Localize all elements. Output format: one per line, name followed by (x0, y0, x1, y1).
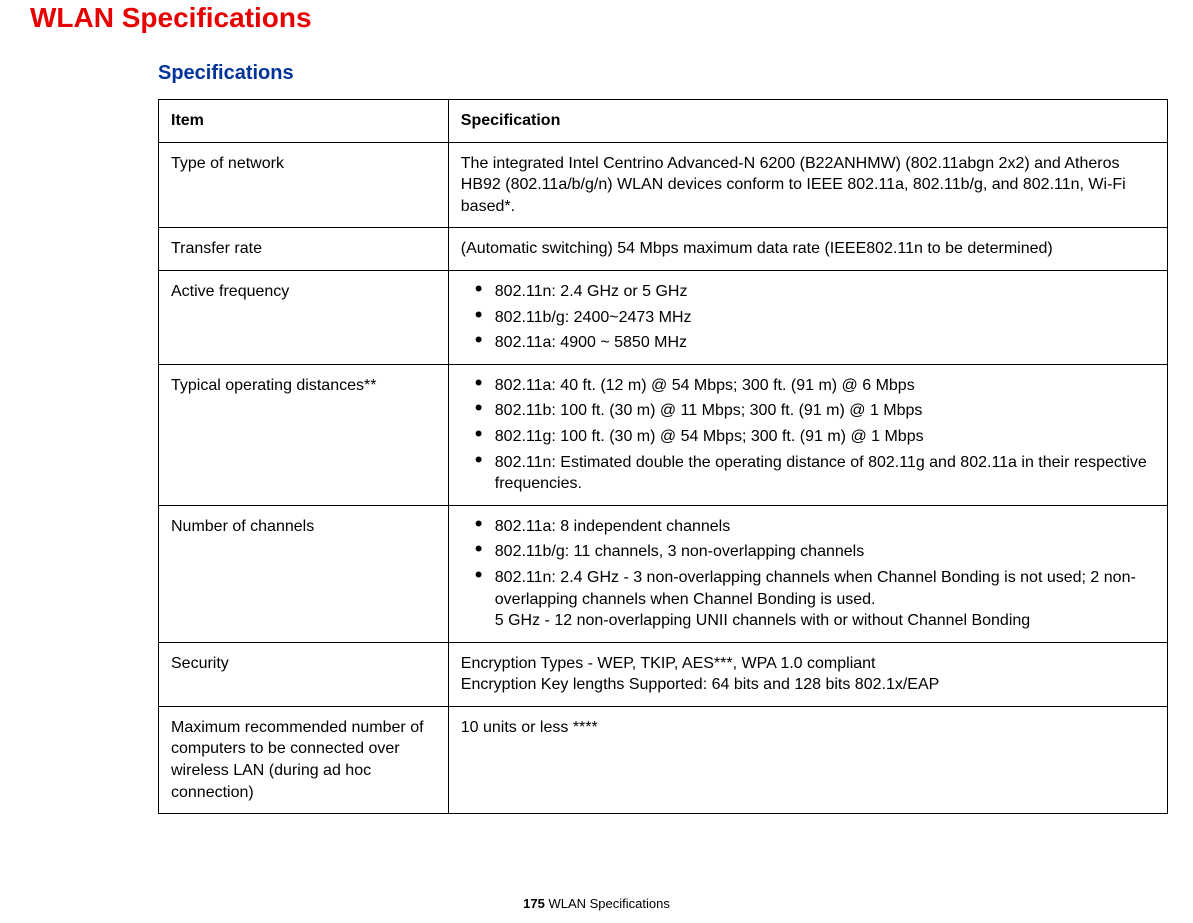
column-header-specification: Specification (448, 100, 1167, 143)
cell-item: Type of network (159, 142, 449, 228)
bullet-item: 802.11n: 2.4 GHz - 3 non-overlapping cha… (461, 567, 1155, 632)
cell-specification: 802.11n: 2.4 GHz or 5 GHz 802.11b/g: 2400… (448, 270, 1167, 364)
table-row: Type of networkThe integrated Intel Cent… (159, 142, 1168, 228)
cell-item: Maximum recommended number of computers … (159, 706, 449, 813)
cell-specification: The integrated Intel Centrino Advanced-N… (448, 142, 1167, 228)
cell-item: Number of channels (159, 505, 449, 642)
cell-specification: 802.11a: 8 independent channels 802.11b/g… (448, 505, 1167, 642)
main-title: WLAN Specifications (30, 2, 1163, 34)
footer-section: WLAN Specifications (545, 896, 670, 911)
bullet-item: 802.11a: 8 independent channels (461, 516, 1155, 538)
cell-specification: Encryption Types - WEP, TKIP, AES***, WP… (448, 642, 1167, 706)
cell-item: Typical operating distances** (159, 364, 449, 505)
table-row: SecurityEncryption Types - WEP, TKIP, AE… (159, 642, 1168, 706)
bullet-item: 802.11n: Estimated double the operating … (461, 452, 1155, 495)
page-footer: 175 WLAN Specifications (0, 896, 1193, 911)
bullet-item: 802.11b/g: 11 channels, 3 non-overlappin… (461, 541, 1155, 563)
bullet-list: 802.11a: 40 ft. (12 m) @ 54 Mbps; 300 ft… (461, 375, 1155, 495)
sub-title: Specifications (158, 62, 1163, 85)
bullet-item: 802.11g: 100 ft. (30 m) @ 54 Mbps; 300 f… (461, 426, 1155, 448)
table-row: Active frequency802.11n: 2.4 GHz or 5 GH… (159, 270, 1168, 364)
table-row: Maximum recommended number of computers … (159, 706, 1168, 813)
table-row: Typical operating distances** 802.11a: 40… (159, 364, 1168, 505)
table-header-row: Item Specification (159, 100, 1168, 143)
column-header-item: Item (159, 100, 449, 143)
bullet-item: 802.11b: 100 ft. (30 m) @ 11 Mbps; 300 f… (461, 400, 1155, 422)
page-number: 175 (523, 896, 545, 911)
cell-item: Security (159, 642, 449, 706)
cell-specification: 10 units or less **** (448, 706, 1167, 813)
cell-specification: 802.11a: 40 ft. (12 m) @ 54 Mbps; 300 ft… (448, 364, 1167, 505)
specifications-table: Item Specification Type of networkThe in… (158, 99, 1168, 814)
table-body: Type of networkThe integrated Intel Cent… (159, 142, 1168, 814)
bullet-item: 802.11b/g: 2400~2473 MHz (461, 307, 1155, 329)
cell-item: Active frequency (159, 270, 449, 364)
bullet-item: 802.11a: 40 ft. (12 m) @ 54 Mbps; 300 ft… (461, 375, 1155, 397)
bullet-list: 802.11n: 2.4 GHz or 5 GHz 802.11b/g: 2400… (461, 281, 1155, 354)
cell-item: Transfer rate (159, 228, 449, 271)
table-row: Transfer rate(Automatic switching) 54 Mb… (159, 228, 1168, 271)
table-row: Number of channels802.11a: 8 independent… (159, 505, 1168, 642)
bullet-item: 802.11a: 4900 ~ 5850 MHz (461, 332, 1155, 354)
bullet-list: 802.11a: 8 independent channels 802.11b/g… (461, 516, 1155, 632)
bullet-item: 802.11n: 2.4 GHz or 5 GHz (461, 281, 1155, 303)
cell-specification: (Automatic switching) 54 Mbps maximum da… (448, 228, 1167, 271)
